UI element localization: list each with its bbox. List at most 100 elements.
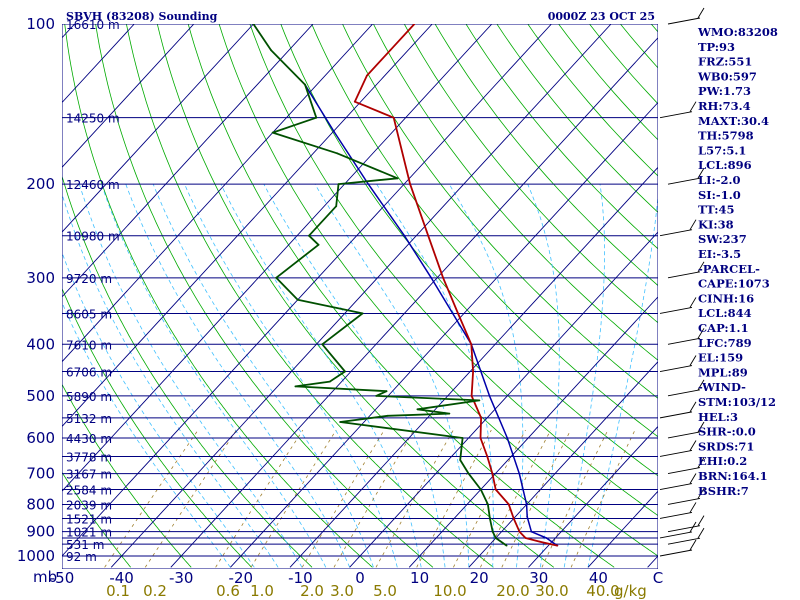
mixing-ratio-line <box>215 429 304 568</box>
pressure-label: 600 <box>26 429 55 447</box>
background-grid <box>0 24 658 569</box>
parcel-trace-point <box>530 530 533 533</box>
dewpoint-trace-point <box>335 205 338 208</box>
wind-barb-flag <box>689 440 697 451</box>
height-label: 14250 m <box>66 112 120 126</box>
index-value: EI:-3.5 <box>698 247 741 261</box>
parcel-trace <box>304 84 558 547</box>
index-value: SI:-1.0 <box>698 188 741 202</box>
dewpoint-trace <box>252 24 508 547</box>
wind-barb-staff <box>667 271 701 279</box>
dewpoint-trace-point <box>461 437 464 439</box>
moist-adiabat <box>78 183 303 568</box>
pressure-label: 300 <box>26 269 55 287</box>
dry-adiabat <box>403 24 658 324</box>
dry-adiabat <box>95 24 434 568</box>
wind-barb-flag <box>697 527 705 539</box>
temperature-trace-point <box>556 544 559 547</box>
dry-adiabat <box>434 24 658 287</box>
isotherm <box>468 360 658 568</box>
wind-barb-staff <box>667 525 701 533</box>
wind-barb-flag <box>689 297 697 308</box>
height-label: 92 m <box>66 550 97 564</box>
temperature-tick-label: -10 <box>288 569 313 587</box>
temperature-trace-point <box>427 234 430 237</box>
mixing-ratio-line <box>541 429 609 568</box>
dewpoint-trace-point <box>386 414 389 417</box>
sounding-profiles <box>252 24 559 547</box>
dry-adiabat <box>465 24 658 250</box>
height-label: 1521 m <box>66 512 112 526</box>
isotherm <box>62 24 195 168</box>
parcel-trace-point <box>545 537 548 539</box>
pressure-label: 700 <box>26 465 55 483</box>
moist-adiabat <box>376 183 494 568</box>
temperature-trace-point <box>486 455 489 458</box>
temperature-tick-label: -50 <box>50 569 75 587</box>
index-value: STM:103/12 <box>698 395 776 409</box>
index-value: LI:-2.0 <box>698 173 741 187</box>
temperature-trace-point <box>457 312 459 315</box>
chart-title: SBVH (83208) Sounding <box>66 10 218 23</box>
height-label: 5132 m <box>66 412 112 426</box>
dewpoint-trace-point <box>361 312 364 315</box>
wind-barb-staff <box>659 450 693 457</box>
height-label: 10980 m <box>66 230 120 244</box>
index-value: SRDS:71 <box>698 439 754 453</box>
wind-barb-flag <box>689 473 697 484</box>
wind-barb-flag <box>697 488 705 499</box>
isotherm <box>0 24 15 567</box>
moist-adiabat <box>263 183 446 568</box>
height-label: 7610 m <box>66 338 112 352</box>
temperature-tick-label: 10 <box>410 569 429 587</box>
dry-adiabat <box>249 24 658 517</box>
index-value: KI:38 <box>698 217 734 231</box>
index-value: EL:159 <box>698 351 743 365</box>
indices-panel: WMO:83208TP:93FRZ:551WB0:597PW:1.73RH:73… <box>697 25 778 498</box>
temperature-tick-label: C <box>653 569 663 587</box>
height-label: 5890 m <box>66 390 112 404</box>
isotherm <box>349 231 658 568</box>
moist-adiabat <box>101 183 327 568</box>
dewpoint-trace-point <box>478 399 481 402</box>
dewpoint-trace-point <box>505 544 508 547</box>
dewpoint-trace-point <box>271 131 274 134</box>
wind-barb-staff <box>659 365 693 372</box>
temperature-trace-point <box>518 530 521 533</box>
dry-adiabat <box>342 24 658 399</box>
mixing-ratio-line <box>144 429 237 568</box>
dewpoint-trace-point <box>270 49 272 52</box>
temperature-tick-label: 30 <box>529 569 548 587</box>
mixing-ratio-line <box>480 429 552 568</box>
wind-barb-staff <box>659 411 693 419</box>
temperature-tick-label: -20 <box>229 569 254 587</box>
temperature-trace-point <box>413 24 416 25</box>
wind-barb-staff <box>659 483 693 490</box>
parcel-trace-point <box>403 234 406 237</box>
dewpoint-trace-point <box>337 183 340 186</box>
parcel-trace-point <box>526 515 529 518</box>
temperature-tick-label: 20 <box>470 569 489 587</box>
wind-barb-staff <box>659 531 693 539</box>
wind-barb-flag <box>697 379 705 391</box>
mixing-ratio-line <box>333 429 415 568</box>
index-value: TH:5798 <box>698 129 754 143</box>
wind-barb-flag <box>689 401 697 413</box>
height-label: 4430 m <box>66 432 112 446</box>
moist-adiabat <box>125 183 350 568</box>
index-value: CINH:16 <box>698 291 754 305</box>
moist-adiabat <box>184 183 398 568</box>
moist-adiabat <box>152 183 374 568</box>
pressure-label: 400 <box>26 335 55 353</box>
temperature-tick-label: -30 <box>169 569 194 587</box>
wind-barb-staff <box>667 177 701 185</box>
height-label: 1021 m <box>66 526 112 540</box>
moist-adiabat <box>314 183 470 568</box>
temperature-trace-point <box>470 343 473 346</box>
index-value: HEL:3 <box>698 410 738 424</box>
temperature-trace-point <box>512 517 515 520</box>
index-value: -PARCEL- <box>698 262 760 276</box>
index-value: CAP:1.1 <box>698 321 749 335</box>
temperature-trace-point <box>491 472 494 475</box>
temperature-trace-point <box>539 540 541 543</box>
